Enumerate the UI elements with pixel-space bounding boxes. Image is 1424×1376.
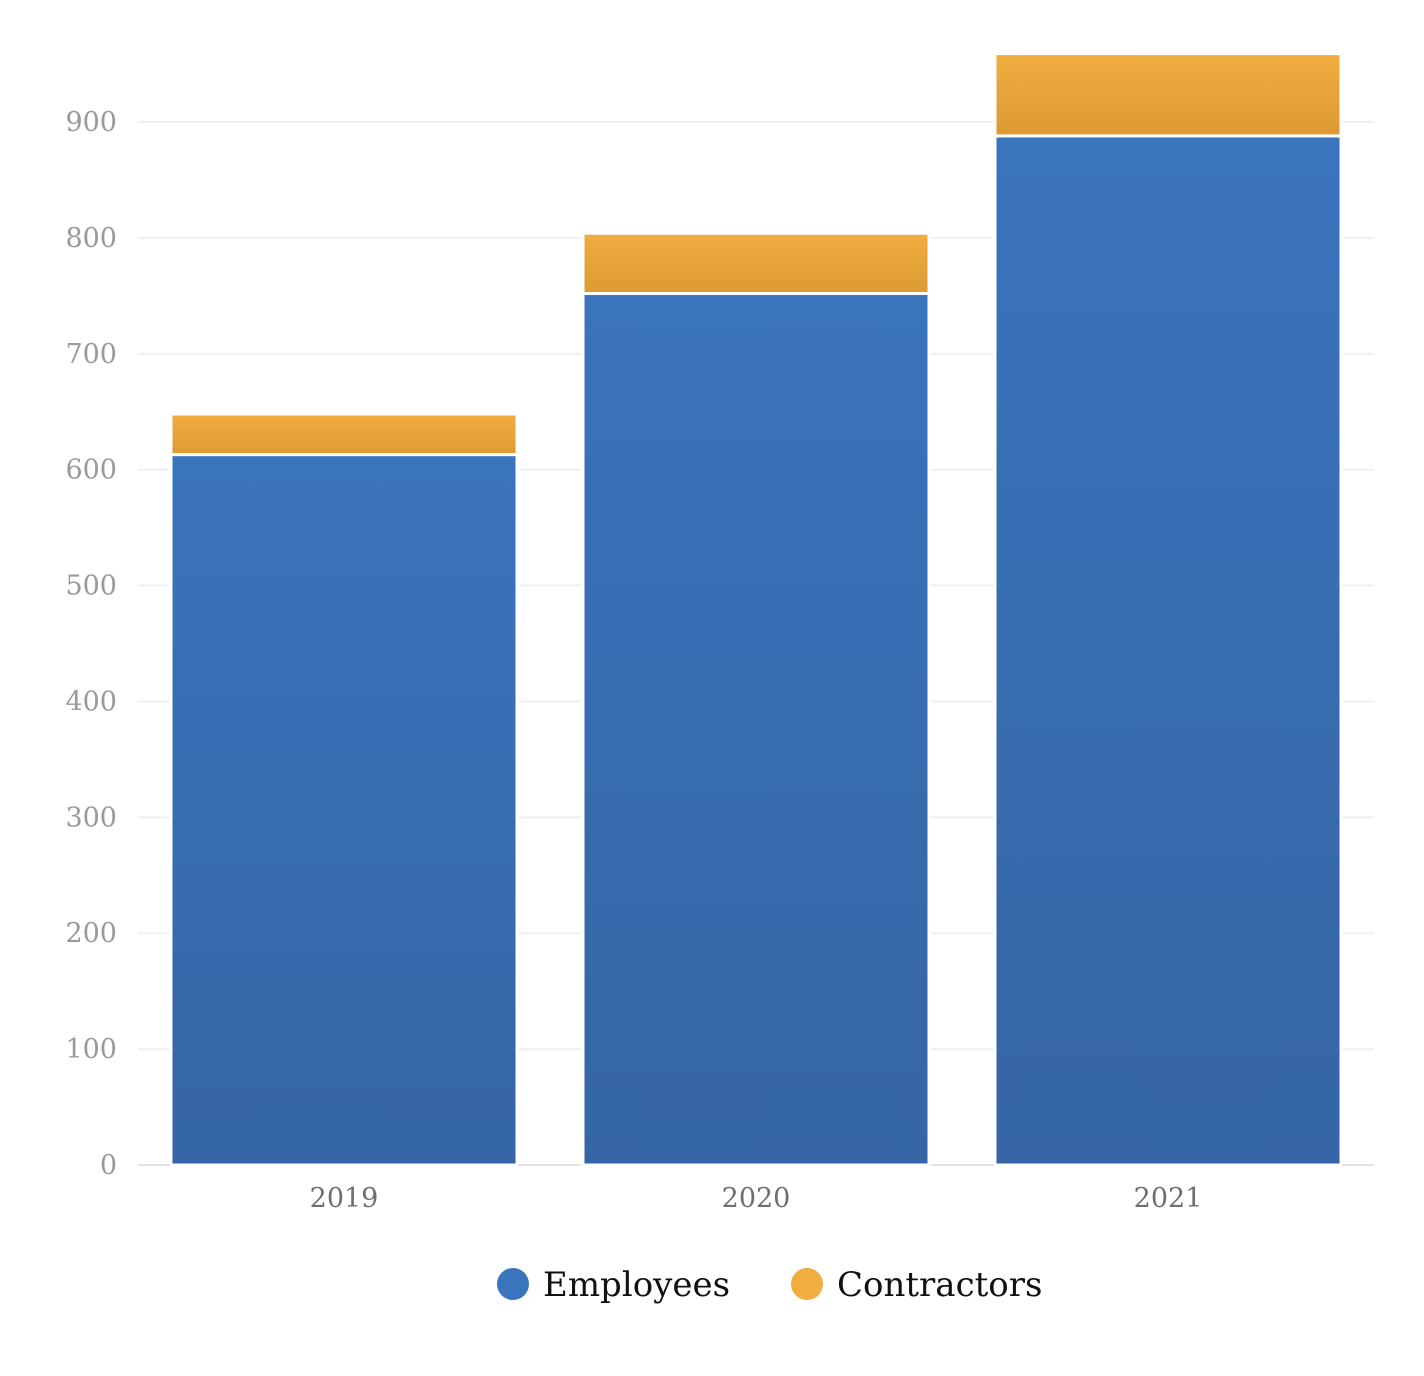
y-tick-label: 800 [65, 223, 117, 254]
bar-contractors-2020[interactable] [581, 231, 931, 296]
y-tick-label: 300 [65, 802, 117, 833]
x-tick-label: 2020 [722, 1183, 791, 1214]
x-tick-label: 2021 [1134, 1183, 1203, 1214]
y-tick-label: 400 [65, 686, 117, 717]
x-axis-ticks: 2019 2020 2021 [310, 1183, 1203, 1214]
y-tick-label: 100 [65, 1034, 117, 1065]
legend-swatch-contractors [791, 1268, 823, 1300]
y-tick-label: 500 [65, 571, 117, 602]
bar-contractors-2021[interactable] [993, 52, 1343, 138]
bars [169, 52, 1343, 1167]
legend: Employees Contractors [497, 1265, 1042, 1305]
y-tick-label: 200 [65, 918, 117, 949]
y-tick-label: 900 [65, 107, 117, 138]
y-tick-label: 0 [100, 1150, 117, 1181]
x-tick-label: 2019 [310, 1183, 379, 1214]
legend-label-employees: Employees [543, 1265, 730, 1305]
bar-employees-2021[interactable] [993, 134, 1343, 1167]
y-tick-label: 600 [65, 455, 117, 486]
bar-employees-2019[interactable] [169, 453, 519, 1167]
legend-item-contractors[interactable]: Contractors [791, 1265, 1042, 1305]
y-axis-ticks: 0 100 200 300 400 500 600 700 800 900 [65, 107, 117, 1181]
bar-contractors-2019[interactable] [169, 412, 519, 457]
legend-swatch-employees [497, 1268, 529, 1300]
legend-item-employees[interactable]: Employees [497, 1265, 730, 1305]
y-tick-label: 700 [65, 339, 117, 370]
bar-employees-2020[interactable] [581, 292, 931, 1167]
legend-label-contractors: Contractors [837, 1265, 1042, 1305]
